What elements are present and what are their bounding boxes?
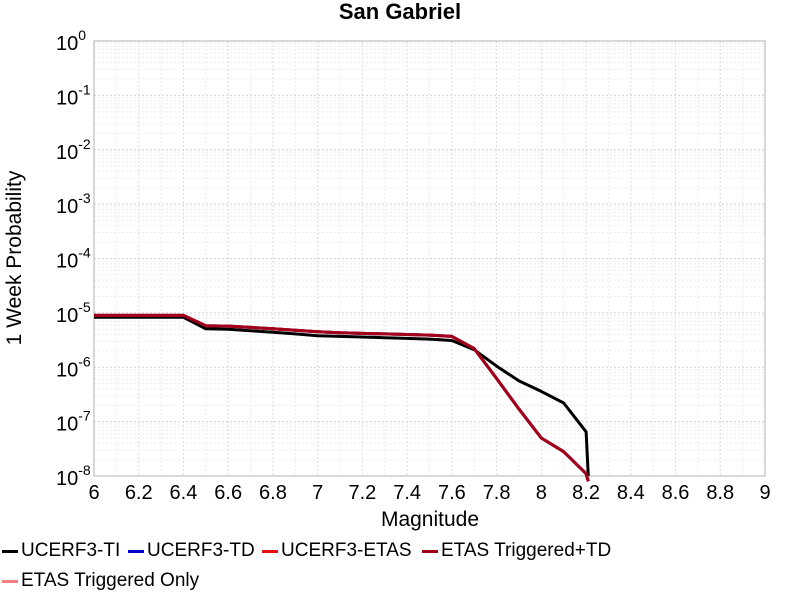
x-tick-label: 6.2: [125, 482, 153, 504]
y-tick-labels: 100 10-1 10-2 10-3 10-4 10-5 10-6 10-7 10-8: [56, 27, 91, 490]
x-tick-label: 6.8: [259, 482, 287, 504]
plot-frame: [93, 40, 766, 477]
x-tick-label: 7: [312, 482, 323, 504]
x-axis-label: Magnitude: [381, 508, 479, 531]
y-axis-label: 1 Week Probability: [3, 170, 26, 345]
legend-swatch: [128, 549, 144, 553]
y-tick-label: 10-6: [56, 353, 91, 381]
y-tick-label: 10-8: [56, 462, 91, 490]
legend-item: UCERF3-TI: [2, 539, 120, 563]
y-tick-label: 10-5: [56, 299, 91, 327]
x-tick-label: 8.6: [662, 482, 690, 504]
legend: UCERF3-TI UCERF3-TD UCERF3-ETAS ETAS Trigge…: [0, 536, 800, 600]
x-tick-label: 8.2: [572, 482, 600, 504]
y-tick-label: 10-3: [56, 190, 91, 218]
series-line-0: [94, 315, 590, 477]
x-tick-label: 6.6: [214, 482, 242, 504]
x-tick-label: 9: [759, 482, 770, 504]
legend-label: UCERF3-ETAS: [281, 540, 412, 561]
y-tick-label: 10-4: [56, 245, 91, 273]
legend-swatch: [2, 549, 18, 553]
y-tick-label: 10-2: [56, 136, 91, 164]
legend-label: ETAS Triggered Only: [21, 570, 200, 591]
series-layer: [94, 313, 590, 482]
x-tick-label: 7.4: [393, 482, 421, 504]
x-tick-label: 6: [88, 482, 99, 504]
x-tick-label: 7.8: [483, 482, 511, 504]
y-tick-label: 100: [56, 27, 86, 55]
x-tick-labels: 6 6.2 6.4 6.6 6.8 7 7.2 7.4 7.6 7.8 8 8.2 8.4 8.6 8.8 9: [88, 482, 770, 504]
chart-title: San Gabriel: [339, 0, 461, 24]
x-tick-label: 8.4: [617, 482, 645, 504]
y-tick-label: 10-1: [56, 81, 91, 109]
series-line-3: [94, 313, 590, 482]
chart-svg: San Gabriel 6 6.2 6.4 6.6 6.8 7 7.2 7.4 7.6 7.8 8 8…: [3, 0, 771, 531]
legend-label: UCERF3-TI: [21, 540, 121, 561]
y-tick-label: 10-7: [56, 408, 91, 436]
grid: [93, 40, 766, 477]
legend-swatch: [2, 579, 18, 583]
x-tick-label: 7.6: [438, 482, 466, 504]
x-tick-label: 8: [536, 482, 547, 504]
x-tick-label: 7.2: [348, 482, 376, 504]
legend-item: ETAS Triggered+TD: [422, 539, 611, 563]
legend-item: ETAS Triggered Only: [2, 569, 199, 593]
series-line-2: [94, 313, 590, 482]
legend-item: UCERF3-TD: [128, 539, 255, 563]
legend-swatch: [422, 549, 438, 553]
x-tick-label: 8.8: [706, 482, 734, 504]
legend-item: UCERF3-ETAS: [262, 539, 412, 563]
legend-label: UCERF3-TD: [147, 540, 255, 561]
series-line-1: [94, 313, 590, 482]
legend-label: ETAS Triggered+TD: [441, 540, 612, 561]
legend-swatch: [262, 549, 278, 553]
x-tick-label: 6.4: [170, 482, 198, 504]
